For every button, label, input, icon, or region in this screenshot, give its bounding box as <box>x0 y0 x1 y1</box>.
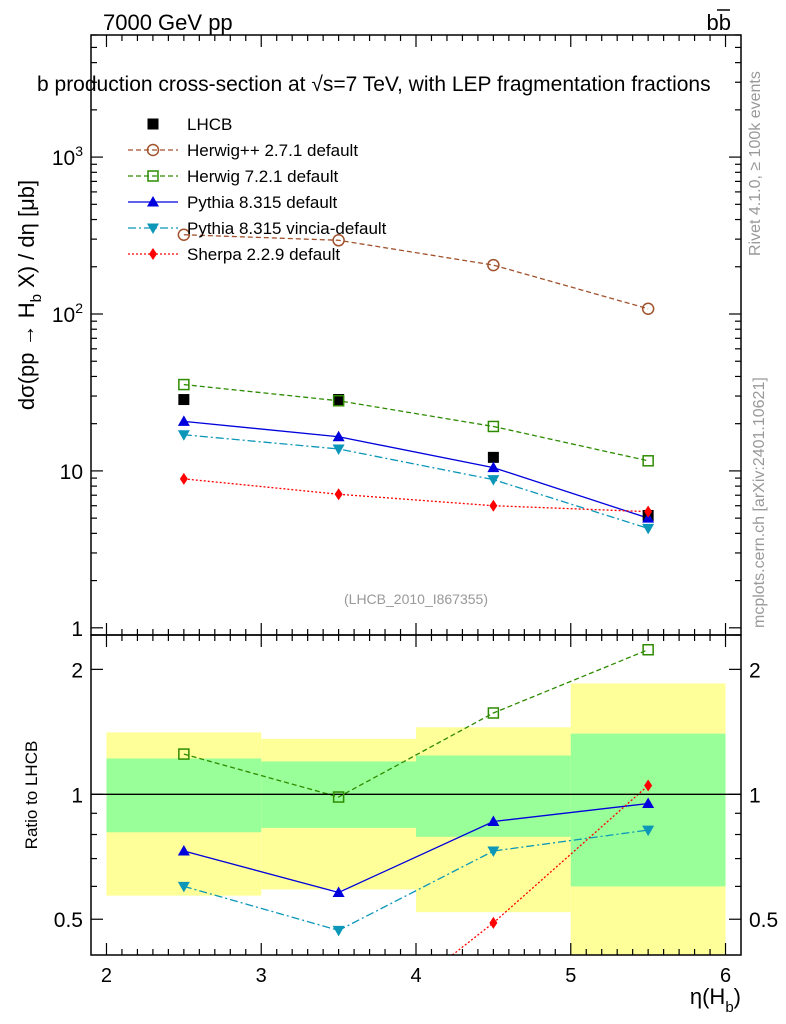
ratio-line-pythia-8-315-default <box>183 802 649 894</box>
ratio-point-herwig-7-2-1-default-1 <box>178 748 190 760</box>
main-point-sherpa-2-2-9-default-1 <box>179 472 188 485</box>
legend-marker-pythia-8-315-default <box>147 196 159 207</box>
title-suffix: =7 TeV, with LEP fragmentation fractions <box>333 73 710 96</box>
ratio-y-tick-label-right-0.5: 0.5 <box>749 909 778 932</box>
legend-label-pythia-8-315-default: Pythia 8.315 default <box>187 193 338 212</box>
x-tick-label-2: 2 <box>101 965 112 987</box>
x-tick-label-5: 5 <box>565 965 576 987</box>
ratio-point-pythia-8-315-vincia-default-1 <box>177 881 190 893</box>
axis-ticks: 2 3 4 5 6 1 10 102 103 0.5 0.5 1 1 2 2 <box>52 34 778 987</box>
legend: LHCB Herwig++ 2.7.1 default Herwig 7.2.1 d… <box>128 115 387 264</box>
legend-marker-pythia-8-315-vincia-default <box>147 223 159 234</box>
ratio-y-axis-label: Ratio to LHCB <box>22 741 41 850</box>
ratio-uncertainty-bands <box>106 683 726 955</box>
legend-label-lhcb: LHCB <box>187 115 232 134</box>
main-point-pythia-8-315-vincia-default-2 <box>332 444 345 455</box>
main-point-herwig-7-2-1-default-4 <box>642 455 654 467</box>
main-point-pythia-8-315-default-2 <box>332 430 345 442</box>
plot-title: b production cross-section at √s=7 TeV, … <box>37 73 711 96</box>
ratio-point-sherpa-2-2-9-default-3 <box>489 916 498 929</box>
ratio-y-tick-label-2: 2 <box>71 659 83 682</box>
ratio-point-pythia-8-315-default-3 <box>487 815 500 826</box>
ratio-line-herwig-7-2-1-default <box>183 649 649 798</box>
title-sqrt-arg: s <box>323 73 334 96</box>
main-point-sherpa-2-2-9-default-2 <box>334 488 343 501</box>
band-inner-bin-1 <box>106 758 262 833</box>
main-point-lhcb-2 <box>333 394 345 406</box>
ratio-point-pythia-8-315-default-4 <box>642 797 655 809</box>
title-sqrt-symbol: √ <box>311 73 323 96</box>
main-point-herwig-2-7-1-default-3 <box>487 258 500 272</box>
ratio-y-tick-label-0.5: 0.5 <box>54 909 83 932</box>
main-point-lhcb-1 <box>178 394 190 406</box>
main-line-pythia-8-315-default <box>183 420 649 519</box>
main-y-tick-label-1: 1 <box>71 618 83 641</box>
main-y-tick-label-1000: 103 <box>52 143 83 170</box>
ratio-y-tick-label-1: 1 <box>71 784 83 807</box>
ratio-point-sherpa-2-2-9-default-4 <box>644 779 653 792</box>
main-point-herwig-7-2-1-default-3 <box>487 420 500 433</box>
legend-marker-sherpa-2-2-9-default <box>149 248 157 260</box>
main-y-tick-label-10: 10 <box>60 461 83 484</box>
x-tick-label-6: 6 <box>720 965 731 987</box>
legend-marker-herwig-7-2-1-default <box>147 170 159 182</box>
ratio-point-herwig-7-2-1-default-3 <box>487 707 500 719</box>
main-point-sherpa-2-2-9-default-4 <box>644 505 653 518</box>
ratio-point-pythia-8-315-default-2 <box>332 886 345 897</box>
ratio-line-pythia-8-315-vincia-default <box>183 829 649 932</box>
main-line-herwig-2-7-1-default <box>183 234 649 310</box>
main-point-pythia-8-315-default-1 <box>177 415 190 426</box>
legend-label-pythia-8-315-vincia-default: Pythia 8.315 vincia-default <box>187 219 387 238</box>
ratio-point-pythia-8-315-vincia-default-4 <box>642 825 655 837</box>
ratio-x-axis-label: η(Hb) <box>690 984 741 1016</box>
ratio-point-pythia-8-315-vincia-default-2 <box>332 925 345 937</box>
legend-label-herwig-2-7-1-default: Herwig++ 2.7.1 default <box>187 141 358 160</box>
x-tick-label-4: 4 <box>410 965 421 987</box>
data-markers <box>177 228 655 1011</box>
main-y-axis-label: dσ(pp → Hb X) / dη [μb] <box>14 180 45 410</box>
ratio-point-pythia-8-315-default-1 <box>177 845 190 856</box>
main-y-tick-label-100: 102 <box>52 300 83 327</box>
legend-label-sherpa-2-2-9-default: Sherpa 2.2.9 default <box>187 245 340 264</box>
main-point-lhcb-3 <box>487 451 499 463</box>
header-right-label: bb <box>707 10 731 35</box>
main-line-sherpa-2-2-9-default <box>183 478 649 513</box>
title-prefix: b production cross-section at <box>37 73 311 96</box>
main-point-herwig-7-2-1-default-2 <box>332 395 345 407</box>
main-point-pythia-8-315-default-3 <box>487 461 500 473</box>
main-point-pythia-8-315-vincia-default-4 <box>642 523 655 535</box>
legend-label-herwig-7-2-1-default: Herwig 7.2.1 default <box>187 167 338 186</box>
main-point-herwig-2-7-1-default-4 <box>641 302 655 316</box>
ratio-point-herwig-7-2-1-default-2 <box>332 791 345 803</box>
ratio-point-sherpa-2-2-9-default-1 <box>180 999 188 1011</box>
main-point-pythia-8-315-vincia-default-3 <box>487 475 500 486</box>
main-point-herwig-2-7-1-default-2 <box>332 234 345 247</box>
header-left-label: 7000 GeV pp <box>103 10 233 35</box>
ratio-y-tick-label-right-2: 2 <box>749 659 761 682</box>
main-point-pythia-8-315-vincia-default-1 <box>177 430 190 441</box>
side-note-mcplots: mcplots.cern.ch [arXiv:2401.10621] <box>751 377 768 628</box>
analysis-tag: (LHCB_2010_I867355) <box>344 591 488 607</box>
x-tick-label-3: 3 <box>256 965 267 987</box>
legend-marker-lhcb <box>147 118 159 130</box>
side-note-rivet: Rivet 4.1.0, ≥ 100k events <box>747 71 764 256</box>
main-point-herwig-7-2-1-default-1 <box>178 378 190 391</box>
series-lines <box>183 234 649 955</box>
ratio-y-tick-label-right-1: 1 <box>749 784 761 807</box>
main-line-herwig-7-2-1-default <box>183 383 649 462</box>
ratio-point-herwig-7-2-1-default-4 <box>642 643 654 656</box>
main-line-pythia-8-315-vincia-default <box>183 434 649 530</box>
main-point-herwig-2-7-1-default-1 <box>177 228 191 241</box>
ratio-point-pythia-8-315-vincia-default-3 <box>487 846 500 858</box>
legend-marker-herwig-2-7-1-default <box>146 143 160 157</box>
main-point-sherpa-2-2-9-default-3 <box>489 499 498 512</box>
